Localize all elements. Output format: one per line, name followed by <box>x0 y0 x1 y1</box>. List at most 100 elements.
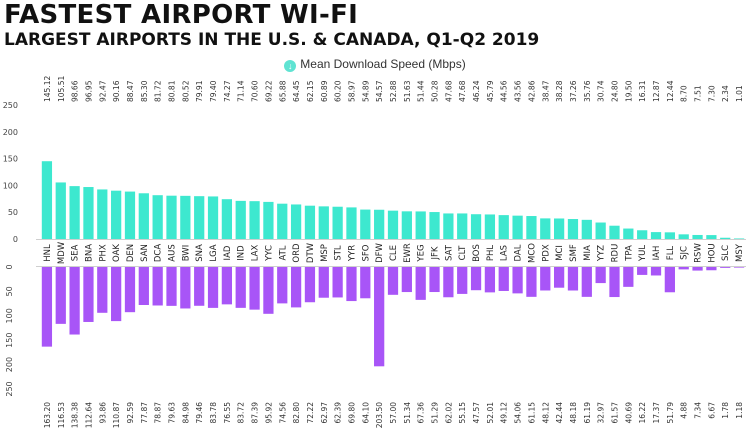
download-bar-aus <box>166 195 177 239</box>
upload-value-sea: 138.38 <box>71 402 80 428</box>
download-value-hnl: 145.12 <box>43 76 52 102</box>
bottom-axis-tick-4: 200 <box>5 357 14 372</box>
download-bar-phx <box>97 189 108 239</box>
download-value-tpa: 19.50 <box>624 80 633 102</box>
airport-code-mco: MCO <box>527 243 537 263</box>
airport-code-phl: PHL <box>486 245 496 262</box>
download-value-fll: 12.44 <box>666 80 675 102</box>
airport-code-yyc: YYC <box>264 245 274 262</box>
download-bar-dfw <box>374 209 385 239</box>
airport-code-fll: FLL <box>666 246 676 261</box>
upload-value-smf: 48.18 <box>569 402 578 424</box>
download-bar-san <box>138 193 149 239</box>
airport-code-iad: IAD <box>223 245 233 260</box>
download-bar-las <box>498 215 509 239</box>
upload-value-stl: 62.39 <box>334 402 343 424</box>
download-value-oak: 90.16 <box>112 80 121 102</box>
upload-value-rsw: 7.34 <box>694 402 703 419</box>
upload-bar-stl <box>332 267 343 298</box>
download-value-mdw: 105.51 <box>57 76 66 102</box>
airport-code-ord: ORD <box>292 243 302 263</box>
upload-bar-dtw <box>304 267 316 303</box>
bottom-axis-tick-2: 100 <box>5 308 14 323</box>
airport-code-sat: SAT <box>444 244 454 261</box>
airport-code-yyr: YYR <box>347 245 357 262</box>
upload-bar-fll <box>664 267 675 293</box>
upload-value-iad: 76.55 <box>223 402 232 424</box>
upload-bar-iad <box>221 267 233 305</box>
top-y-axis: 0 50 100 150 200 250 <box>3 101 746 244</box>
airport-code-msy: MSY <box>735 243 745 262</box>
download-value-pdx: 38.47 <box>541 80 550 102</box>
airport-code-san: SAN <box>140 244 150 262</box>
airport-code-mdw: MDW <box>57 241 67 264</box>
airport-code-clt: CLT <box>458 245 468 261</box>
download-bar-yyr <box>346 207 357 239</box>
upload-value-slc: 1.78 <box>721 402 730 419</box>
upload-bar-sna <box>194 267 205 306</box>
upload-bar-mdw <box>55 267 66 324</box>
airport-code-dal: DAL <box>514 244 524 261</box>
upload-value-sat: 62.02 <box>444 402 453 424</box>
upload-bar-bwi <box>180 267 191 309</box>
download-value-yyc: 69.22 <box>264 80 273 102</box>
upload-value-mia: 61.19 <box>583 402 592 424</box>
download-bar-pdx <box>540 218 551 239</box>
download-bar-sfo <box>360 209 371 239</box>
download-value-cle: 52.88 <box>389 80 398 102</box>
download-bar-ind <box>235 200 246 239</box>
upload-value-yeg: 67.36 <box>417 402 426 424</box>
airport-code-oak: OAK <box>112 244 122 262</box>
download-value-sjc: 8.70 <box>680 85 689 102</box>
download-value-slc: 2.34 <box>721 85 730 102</box>
download-value-rdu: 24.80 <box>610 80 619 102</box>
top-axis-tick-2: 100 <box>3 181 18 190</box>
legend: ↓ Mean Download Speed (Mbps) <box>0 57 750 72</box>
airport-code-slc: SLC <box>721 245 731 261</box>
download-bar-mia <box>581 219 592 239</box>
airport-code-las: LAS <box>500 245 510 261</box>
bottom-y-axis: 0 50 100 150 200 250 <box>5 264 746 397</box>
airport-code-pdx: PDX <box>541 244 551 262</box>
upload-bar-sat <box>443 267 454 298</box>
upload-value-den: 92.59 <box>126 402 135 424</box>
chart-title: FASTEST AIRPORT WI-FI <box>4 0 359 30</box>
upload-value-ewr: 51.34 <box>403 402 412 424</box>
airport-code-msp: MSP <box>320 244 330 262</box>
upload-value-phx: 93.86 <box>98 402 107 424</box>
upload-bar-tpa <box>623 267 634 287</box>
upload-bar-bos <box>470 267 482 291</box>
upload-value-msp: 62.97 <box>320 402 329 424</box>
airport-code-bwi: BWI <box>181 245 191 261</box>
download-bar-bwi <box>180 195 191 239</box>
download-value-stl: 60.20 <box>334 80 343 102</box>
upload-value-yyc: 95.92 <box>264 402 273 424</box>
download-value-dtw: 62.15 <box>306 80 315 102</box>
upload-bar-aus <box>166 267 177 306</box>
download-value-smf: 37.26 <box>569 80 578 102</box>
airport-code-sna: SNA <box>195 244 205 262</box>
download-bar-slc <box>720 237 731 239</box>
upload-value-bwi: 84.98 <box>181 402 190 424</box>
upload-bar-atl <box>277 267 288 304</box>
download-bar-den <box>124 191 136 239</box>
airport-code-ind: IND <box>237 245 247 261</box>
download-bar-msy <box>733 238 745 240</box>
bottom-axis-tick-0: 0 <box>5 264 14 269</box>
download-value-bna: 96.95 <box>84 80 93 102</box>
download-bar-sna <box>194 196 205 239</box>
download-value-atl: 65.88 <box>278 80 287 102</box>
airport-code-bos: BOS <box>472 244 482 262</box>
download-value-dca: 81.72 <box>154 80 163 102</box>
download-value-bwi: 80.52 <box>181 80 190 102</box>
airport-code-yul: YUL <box>638 245 648 262</box>
download-bar-sea <box>69 186 80 239</box>
upload-bar-jfk <box>429 267 440 293</box>
upload-bar-smf <box>567 267 579 291</box>
upload-value-msy: 1.18 <box>735 402 744 419</box>
upload-value-sjc: 4.88 <box>680 402 689 419</box>
upload-value-mci: 42.44 <box>555 402 564 424</box>
upload-value-atl: 74.56 <box>278 402 287 424</box>
upload-bar-slc <box>720 267 731 268</box>
